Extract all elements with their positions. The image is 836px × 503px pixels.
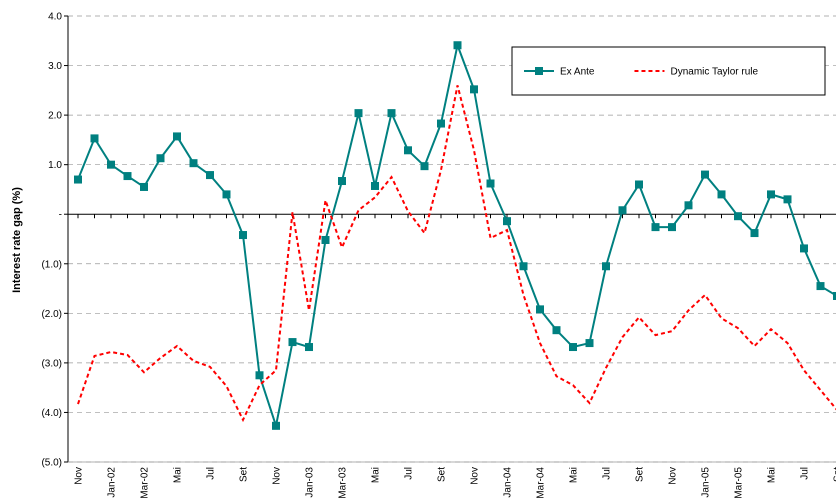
x-tick-label: Mai <box>371 467 382 483</box>
series-line <box>77 85 836 423</box>
marker <box>123 172 132 181</box>
marker <box>272 421 280 430</box>
marker <box>536 305 544 314</box>
marker <box>503 217 511 226</box>
x-tick-label: Mar-02 <box>140 467 151 499</box>
series-line <box>77 41 836 430</box>
x-tick-label: Mar-05 <box>734 467 745 499</box>
y-tick-label: 1.0 <box>48 160 62 171</box>
x-tick-label: Jul <box>800 467 811 480</box>
marker <box>305 343 313 352</box>
x-tick-label: Nov <box>272 467 283 485</box>
legend-label: Ex Ante <box>560 67 595 78</box>
marker <box>321 235 330 244</box>
marker <box>833 291 836 300</box>
marker <box>404 146 412 155</box>
marker <box>239 231 247 240</box>
x-tick-label: Jul <box>206 467 217 480</box>
x-tick-label: Jan-02 <box>107 467 118 498</box>
marker <box>651 223 660 232</box>
x-tick-label: Nov <box>668 467 679 485</box>
y-tick-label: (1.0) <box>41 259 62 270</box>
marker <box>420 162 429 171</box>
x-tick-label: Jul <box>602 467 613 480</box>
x-tick-label: Set <box>239 467 250 482</box>
marker <box>107 160 115 169</box>
marker <box>222 190 231 199</box>
marker <box>569 343 577 352</box>
marker <box>767 190 775 199</box>
marker <box>173 132 181 141</box>
x-tick-label: Mar-04 <box>536 467 547 499</box>
marker <box>74 175 82 184</box>
y-tick-label: (4.0) <box>41 408 62 419</box>
marker <box>371 181 379 190</box>
y-tick-label: (2.0) <box>41 309 62 320</box>
marker <box>437 119 445 128</box>
marker <box>585 339 594 348</box>
legend-box <box>511 46 826 96</box>
marker <box>470 85 478 94</box>
marker <box>602 262 610 271</box>
marker <box>255 371 264 380</box>
x-tick-label: Set <box>635 467 646 482</box>
marker <box>453 41 462 50</box>
marker <box>486 179 495 188</box>
x-tick-label: Jan-05 <box>701 467 712 498</box>
marker <box>354 109 363 118</box>
marker <box>783 195 792 204</box>
y-tick-label: 3.0 <box>48 61 62 72</box>
marker <box>668 223 676 232</box>
marker <box>206 171 214 180</box>
x-tick-label: Set <box>833 467 836 482</box>
marker <box>684 201 693 210</box>
x-tick-label: Nov <box>470 467 481 485</box>
marker <box>734 212 742 221</box>
marker <box>635 180 643 189</box>
y-tick-label: (5.0) <box>41 458 62 469</box>
x-tick-label: Jan-03 <box>305 467 316 498</box>
marker <box>189 159 198 168</box>
x-tick-label: Mar-03 <box>338 467 349 499</box>
marker <box>338 177 346 186</box>
x-tick-label: Set <box>437 467 448 482</box>
marker <box>552 326 561 335</box>
x-tick-label: Mai <box>173 467 184 483</box>
marker <box>519 262 528 271</box>
marker <box>387 109 396 118</box>
marker <box>750 229 759 238</box>
y-tick-label: 2.0 <box>48 111 62 122</box>
x-tick-label: Mai <box>767 467 778 483</box>
legend-label: Dynamic Taylor rule <box>670 67 758 78</box>
x-tick-label: Jul <box>404 467 415 480</box>
marker <box>816 282 825 291</box>
marker <box>288 338 297 347</box>
y-tick-label: - <box>59 210 62 221</box>
x-tick-label: Nov <box>74 467 85 485</box>
marker <box>156 154 165 163</box>
legend-marker <box>535 67 543 75</box>
x-tick-label: Jan-04 <box>503 467 514 498</box>
marker <box>140 182 148 191</box>
marker <box>701 170 709 179</box>
y-tick-label: (3.0) <box>41 358 62 369</box>
marker <box>90 134 99 143</box>
marker <box>717 190 726 199</box>
marker <box>618 206 627 215</box>
y-tick-label: 4.0 <box>48 12 62 23</box>
y-axis-title: Interest rate gap (%) <box>11 187 23 293</box>
marker <box>800 244 808 253</box>
x-tick-label: Mai <box>569 467 580 483</box>
